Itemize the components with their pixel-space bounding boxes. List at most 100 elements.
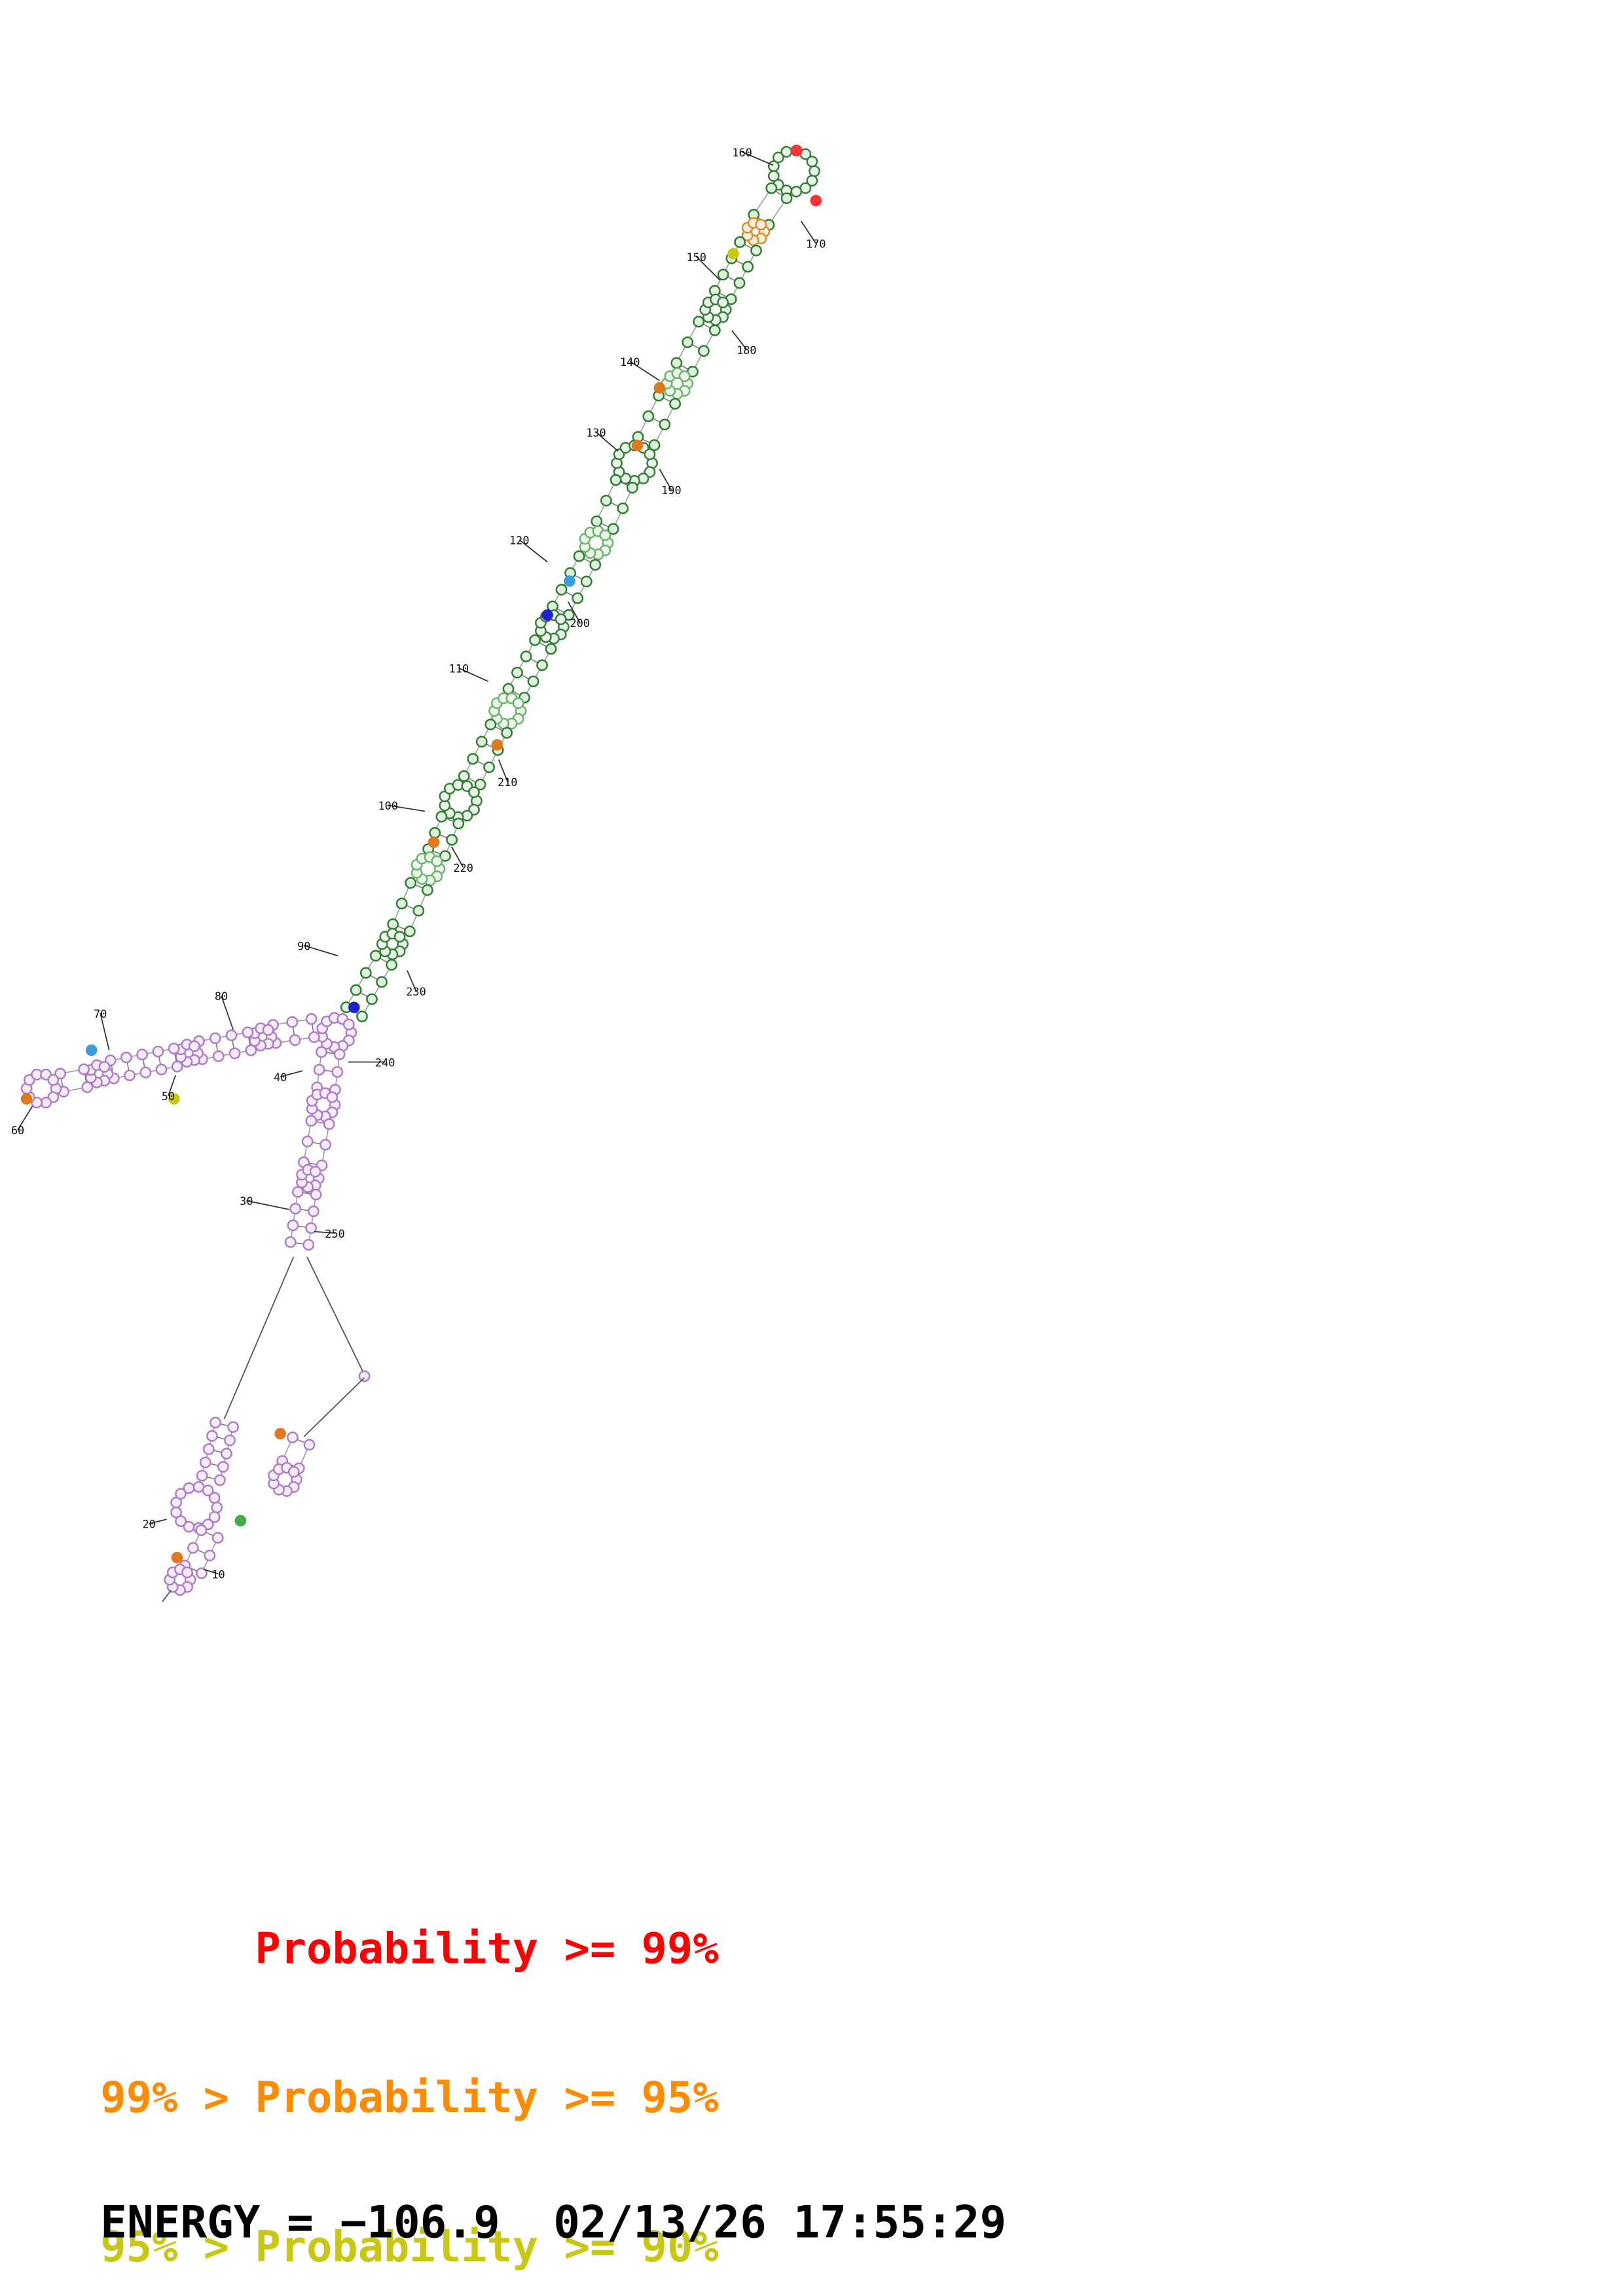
nucleotide bbox=[124, 1069, 136, 1081]
accent-nucleotide bbox=[564, 575, 575, 587]
nucleotide bbox=[659, 418, 671, 431]
nucleotide bbox=[305, 1115, 318, 1127]
nucleotide bbox=[734, 236, 746, 248]
position-label: 170 bbox=[806, 238, 826, 251]
loop bbox=[410, 851, 446, 887]
label-tick bbox=[407, 970, 417, 992]
nucleotide bbox=[627, 482, 638, 493]
backbone-strand bbox=[289, 1192, 299, 1242]
label-tick bbox=[168, 1075, 177, 1096]
nucleotide bbox=[168, 1043, 180, 1054]
nucleotide bbox=[412, 905, 425, 917]
nucleotide bbox=[227, 1421, 240, 1433]
helix bbox=[54, 1063, 94, 1098]
position-label: 220 bbox=[453, 861, 473, 874]
accent-nucleotide bbox=[491, 739, 503, 751]
backbone-strand bbox=[306, 1256, 365, 1375]
nucleotide bbox=[350, 984, 362, 996]
nucleotide bbox=[589, 559, 602, 571]
label-tick bbox=[519, 539, 548, 563]
accent-nucleotide bbox=[727, 247, 739, 260]
nucleotide bbox=[221, 1448, 232, 1460]
nucleotide bbox=[204, 1549, 216, 1562]
nucleotide bbox=[387, 918, 399, 930]
loop bbox=[296, 1164, 325, 1193]
nucleotide bbox=[181, 1566, 193, 1579]
accent-nucleotide bbox=[171, 1552, 183, 1564]
backbone-strand bbox=[464, 724, 491, 777]
nucleotide bbox=[429, 827, 441, 839]
nucleotide bbox=[211, 1501, 223, 1514]
nucleotide bbox=[644, 448, 656, 461]
nucleotide bbox=[359, 967, 372, 979]
accent-nucleotide bbox=[348, 1001, 360, 1013]
label-tick bbox=[303, 944, 338, 957]
nucleotide bbox=[421, 884, 433, 896]
backbone-strand bbox=[303, 1377, 365, 1437]
nucleotide bbox=[599, 529, 611, 541]
rna-structure-plot: 10 20 30 40 50 60 70 80 90 100 110 120 130 140 150 160 1… bbox=[11, 145, 826, 1602]
nucleotide bbox=[170, 1496, 182, 1509]
label-tick bbox=[731, 330, 748, 350]
nucleotide bbox=[435, 810, 448, 823]
nucleotide bbox=[790, 185, 803, 198]
label-tick bbox=[498, 759, 509, 782]
position-label: 20 bbox=[142, 1518, 155, 1531]
nucleotide bbox=[202, 1443, 215, 1456]
label-tick bbox=[280, 1070, 303, 1077]
loop bbox=[170, 1480, 223, 1534]
position-label: 50 bbox=[162, 1090, 175, 1103]
label-tick bbox=[567, 601, 581, 623]
nucleotide bbox=[393, 931, 406, 943]
nucleotide bbox=[555, 613, 567, 626]
nucleotide bbox=[171, 1060, 183, 1073]
nucleotide bbox=[187, 1542, 199, 1554]
nucleotide bbox=[452, 817, 465, 830]
backbone-strand bbox=[202, 1050, 251, 1060]
nucleotide bbox=[196, 1567, 208, 1579]
backbone-strand bbox=[361, 964, 392, 1017]
position-label: 230 bbox=[406, 985, 426, 998]
position-label: 160 bbox=[732, 146, 752, 159]
nucleotide bbox=[439, 850, 451, 862]
nucleotide bbox=[217, 1461, 229, 1473]
nucleotide bbox=[572, 592, 584, 604]
nucleotide bbox=[765, 182, 778, 194]
nucleotide bbox=[376, 976, 388, 988]
label-tick bbox=[629, 361, 660, 382]
nucleotide bbox=[458, 770, 470, 782]
nucleotide bbox=[780, 146, 793, 158]
label-tick bbox=[314, 1230, 335, 1234]
nucleotide bbox=[303, 1439, 316, 1451]
backbone-strand bbox=[507, 639, 536, 689]
nucleotide bbox=[527, 675, 539, 687]
nucleotide bbox=[301, 1136, 314, 1147]
nucleotide bbox=[183, 1520, 195, 1533]
accent-nucleotide bbox=[541, 609, 553, 621]
nucleotide bbox=[648, 439, 661, 451]
position-label: 250 bbox=[325, 1227, 345, 1240]
position-label: 200 bbox=[570, 617, 590, 630]
nucleotide bbox=[305, 1013, 318, 1025]
nucleotide bbox=[175, 1515, 187, 1528]
accent-nucleotide bbox=[168, 1093, 180, 1105]
accent-nucleotide bbox=[234, 1515, 247, 1527]
backbone-strand bbox=[162, 1589, 172, 1602]
accent-nucleotide bbox=[810, 194, 822, 207]
nucleotide bbox=[202, 1484, 214, 1497]
nucleotide bbox=[342, 1018, 355, 1031]
nucleotide bbox=[210, 1416, 221, 1429]
helix bbox=[267, 1013, 320, 1049]
nucleotide bbox=[809, 165, 820, 177]
nucleotide bbox=[591, 515, 603, 528]
nucleotide bbox=[446, 834, 458, 846]
nucleotide bbox=[474, 778, 486, 791]
legend-line-90: 95% > Probability >= 90% bbox=[100, 2221, 719, 2271]
nucleotide bbox=[307, 1205, 319, 1217]
loop bbox=[767, 145, 820, 198]
nucleotide bbox=[228, 1047, 241, 1060]
helix bbox=[311, 1046, 346, 1096]
nucleotide bbox=[292, 1186, 304, 1198]
label-tick bbox=[742, 151, 774, 166]
